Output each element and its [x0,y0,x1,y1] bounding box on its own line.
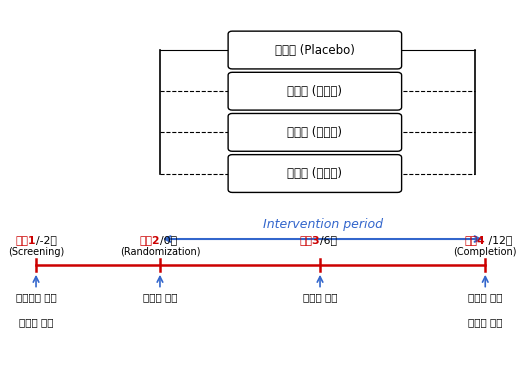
Text: 시험군 (중용량): 시험군 (중용량) [287,126,342,139]
Text: 시험군 (저용량): 시험군 (저용량) [287,85,342,98]
Text: 안전성 평가: 안전성 평가 [468,317,502,327]
Text: 방문2: 방문2 [139,234,160,245]
Text: /-2주: /-2주 [36,234,57,245]
FancyBboxPatch shape [228,113,402,151]
Text: 시험군 (고용량): 시험군 (고용량) [287,167,342,180]
Text: 대조군 (Placebo): 대조군 (Placebo) [275,43,355,57]
FancyBboxPatch shape [228,72,402,110]
Text: /6주: /6주 [320,234,337,245]
Text: 스크리닝 항목: 스크리닝 항목 [16,293,56,302]
Text: /12주: /12주 [485,234,513,245]
Text: 방문3: 방문3 [299,234,320,245]
Text: 기능성 평가: 기능성 평가 [468,293,502,302]
Text: 방문1: 방문1 [16,234,36,245]
Text: 기능성 평가: 기능성 평가 [143,293,177,302]
FancyBboxPatch shape [228,155,402,192]
Text: Intervention period: Intervention period [262,218,382,231]
Text: (Randomization): (Randomization) [120,247,200,257]
Text: 기능성 평가: 기능성 평가 [303,293,337,302]
FancyBboxPatch shape [228,31,402,69]
Text: /0주: /0주 [160,234,177,245]
Text: 안전성 평가: 안전성 평가 [19,317,53,327]
Text: (Screening): (Screening) [8,247,64,257]
Text: (Completion): (Completion) [453,247,517,257]
Text: 방문4: 방문4 [464,234,485,245]
